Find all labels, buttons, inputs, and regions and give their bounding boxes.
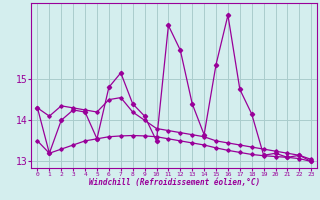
X-axis label: Windchill (Refroidissement éolien,°C): Windchill (Refroidissement éolien,°C) (89, 178, 260, 187)
